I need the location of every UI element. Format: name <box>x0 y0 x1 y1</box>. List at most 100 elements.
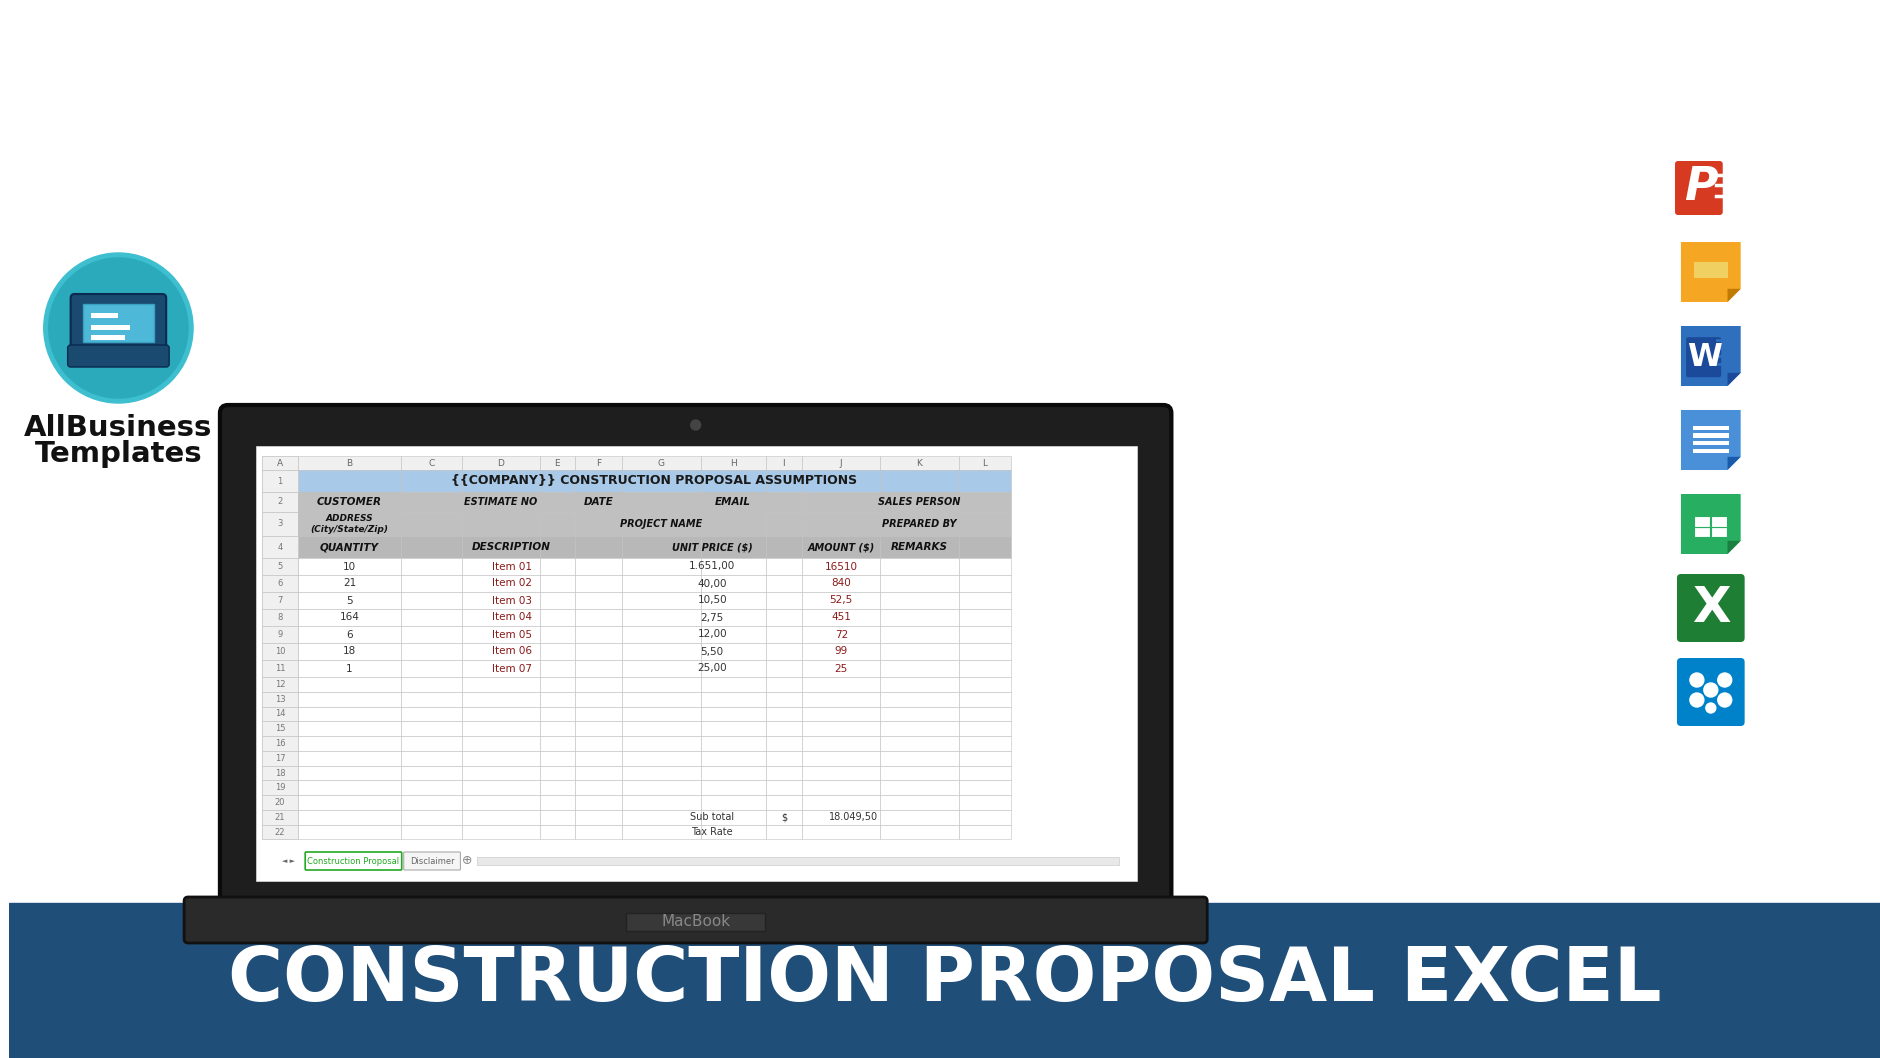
Bar <box>801 722 880 736</box>
Bar <box>299 677 400 692</box>
Bar <box>880 736 959 751</box>
Bar <box>699 626 765 643</box>
Bar <box>261 536 299 558</box>
Bar <box>622 536 699 558</box>
Bar <box>801 692 880 707</box>
Bar <box>880 824 959 839</box>
Bar <box>299 824 400 839</box>
Bar <box>400 536 461 558</box>
Bar <box>626 913 765 931</box>
Text: 17: 17 <box>274 753 286 763</box>
Bar <box>959 660 1010 677</box>
Bar <box>261 796 299 810</box>
Bar <box>880 592 959 609</box>
Bar <box>400 592 461 609</box>
Bar <box>299 470 400 492</box>
Bar <box>959 470 1010 492</box>
Bar <box>765 796 801 810</box>
Bar <box>299 456 400 470</box>
Bar <box>261 810 299 824</box>
Bar <box>540 558 573 574</box>
Bar <box>573 766 622 781</box>
Polygon shape <box>1681 494 1739 554</box>
Bar <box>540 536 573 558</box>
Bar <box>400 677 461 692</box>
Text: 5,50: 5,50 <box>699 646 724 657</box>
Bar <box>400 781 461 796</box>
Bar <box>801 512 880 536</box>
Bar <box>400 470 461 492</box>
Bar <box>622 677 699 692</box>
Bar <box>400 692 461 707</box>
Text: J: J <box>840 458 842 468</box>
Circle shape <box>1716 673 1731 687</box>
Text: 52,5: 52,5 <box>829 596 852 605</box>
Bar <box>622 824 699 839</box>
Bar <box>573 736 622 751</box>
Bar <box>622 766 699 781</box>
Circle shape <box>1716 693 1731 707</box>
Bar <box>699 492 765 512</box>
Bar <box>261 824 299 839</box>
Bar <box>880 492 959 512</box>
Bar <box>461 781 540 796</box>
Bar <box>299 660 400 677</box>
Bar <box>299 558 400 574</box>
Text: 1.651,00: 1.651,00 <box>688 562 735 571</box>
Text: F: F <box>596 458 600 468</box>
Bar <box>801 574 880 592</box>
Bar <box>540 766 573 781</box>
Bar <box>699 766 765 781</box>
FancyBboxPatch shape <box>1677 574 1745 642</box>
Bar <box>622 707 699 722</box>
Bar <box>461 456 540 470</box>
Bar <box>261 692 299 707</box>
Text: 10,50: 10,50 <box>697 596 728 605</box>
Text: 22: 22 <box>274 827 286 837</box>
Bar <box>699 609 765 626</box>
Text: 40,00: 40,00 <box>697 579 726 588</box>
Bar <box>880 677 959 692</box>
Bar <box>261 609 299 626</box>
Text: 5: 5 <box>276 562 282 571</box>
Text: Item 03: Item 03 <box>491 596 532 605</box>
Bar <box>699 781 765 796</box>
Bar <box>461 677 540 692</box>
Text: B: B <box>346 458 352 468</box>
Circle shape <box>49 258 188 398</box>
Bar <box>959 512 1010 536</box>
Bar <box>699 558 765 574</box>
Bar <box>400 810 461 824</box>
Bar <box>90 335 126 340</box>
Bar <box>573 660 622 677</box>
Bar <box>461 609 540 626</box>
FancyBboxPatch shape <box>184 897 1207 943</box>
Bar <box>801 456 880 470</box>
Text: 8: 8 <box>276 613 282 622</box>
Text: 11: 11 <box>274 664 286 673</box>
Bar <box>261 609 299 626</box>
Bar <box>880 609 959 626</box>
Bar <box>880 722 959 736</box>
Bar <box>573 643 622 660</box>
Bar <box>880 512 959 536</box>
Bar <box>261 492 299 512</box>
Text: Item 05: Item 05 <box>491 630 532 639</box>
Bar <box>83 304 154 342</box>
Polygon shape <box>1681 411 1739 470</box>
Bar <box>622 810 699 824</box>
Text: Construction Proposal: Construction Proposal <box>306 857 399 865</box>
Text: PREPARED BY: PREPARED BY <box>882 519 957 529</box>
Bar <box>959 810 1010 824</box>
Text: G: G <box>658 458 664 468</box>
Bar <box>801 736 880 751</box>
Bar <box>261 751 299 766</box>
Text: 16510: 16510 <box>823 562 857 571</box>
Bar <box>959 456 1010 470</box>
Bar <box>699 707 765 722</box>
Bar <box>261 722 299 736</box>
Bar <box>573 470 622 492</box>
Text: Item 01: Item 01 <box>491 562 532 571</box>
Bar <box>959 766 1010 781</box>
Bar <box>1709 516 1726 527</box>
